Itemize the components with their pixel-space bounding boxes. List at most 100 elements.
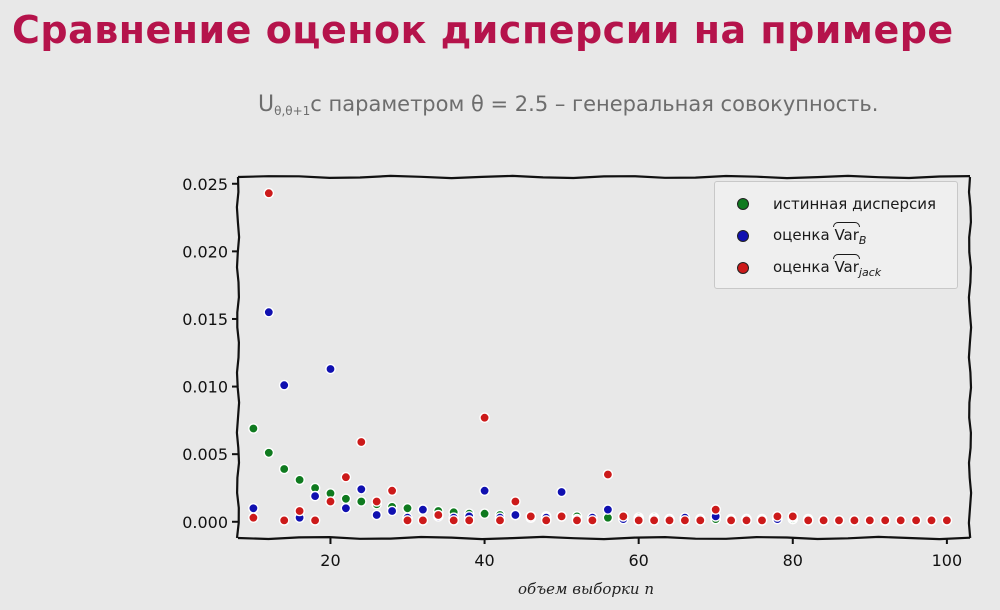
x-tick-label: 40 [474, 551, 494, 570]
x-tick-label: 80 [783, 551, 803, 570]
x-tick-label: 100 [932, 551, 963, 570]
point-var-jack [448, 515, 460, 526]
point-var-jack [802, 515, 814, 526]
point-var-jack [772, 511, 783, 522]
point-var-jack [340, 471, 352, 483]
x-axis-label: объем выборки n [518, 580, 654, 598]
point-var-jack [248, 512, 259, 524]
frame-top [237, 174, 971, 180]
point-var-jack [402, 515, 413, 526]
point-var-jack [633, 515, 645, 526]
point-var-jack [910, 515, 922, 526]
point-var-jack [941, 515, 953, 526]
point-var-jack [725, 515, 737, 526]
point-var-jack [664, 515, 675, 526]
y-tick-label: 0.005 [182, 445, 228, 464]
point-var-jack [479, 412, 490, 424]
point-var-jack [710, 504, 722, 515]
point-var-jack [571, 515, 583, 526]
subtitle-subscript: θ,θ+1 [274, 104, 311, 118]
legend-item-var-jack: оценка Varjack [737, 253, 882, 279]
y-axis-line [235, 176, 241, 539]
point-var-b [417, 504, 429, 515]
point-var-b [510, 509, 521, 521]
point-var-jack [879, 515, 891, 526]
point-var-jack [417, 515, 429, 526]
point-var-jack [587, 515, 598, 526]
legend-marker-var-jack [737, 262, 749, 274]
point-true-variance [355, 496, 367, 507]
point-true-variance [340, 493, 352, 505]
point-var-b [248, 502, 259, 514]
point-var-b [355, 483, 367, 495]
point-var-jack [540, 515, 552, 526]
legend-marker-var-b [737, 230, 749, 242]
point-var-b [371, 509, 383, 521]
point-var-b [340, 502, 352, 514]
legend-item-true-variance: истинная дисперсия [737, 194, 936, 214]
point-var-jack [386, 485, 398, 497]
point-var-jack [263, 187, 275, 199]
point-var-jack [849, 515, 860, 526]
point-true-variance [294, 474, 305, 486]
x-tick-label: 20 [320, 551, 340, 570]
point-true-variance [263, 447, 275, 459]
point-var-jack [355, 436, 367, 448]
point-var-jack [695, 515, 706, 526]
point-true-variance [248, 423, 259, 434]
y-tick-label: 0.010 [182, 378, 228, 397]
y-tick-label: 0.020 [182, 242, 228, 261]
y-tick-label: 0.015 [182, 310, 228, 329]
point-true-variance [278, 463, 290, 475]
point-var-jack [648, 515, 660, 526]
point-var-b [386, 505, 398, 517]
subtitle-text: с параметром θ = 2.5 – генеральная совок… [310, 92, 879, 116]
slide-title: Сравнение оценок дисперсии на примере [12, 8, 954, 52]
point-var-jack [818, 515, 829, 526]
point-var-jack [294, 505, 305, 517]
x-tick-label: 60 [628, 551, 648, 570]
point-var-b [556, 486, 567, 498]
point-true-variance [402, 502, 413, 514]
point-var-b [479, 485, 490, 497]
point-var-jack [756, 515, 768, 526]
point-var-jack [787, 511, 799, 522]
point-var-jack [371, 496, 383, 507]
point-true-variance [479, 508, 490, 520]
point-var-jack [494, 515, 506, 526]
point-var-jack [432, 509, 444, 521]
point-var-b [263, 306, 275, 318]
point-var-jack [926, 515, 937, 526]
point-var-jack [278, 515, 290, 526]
y-tick-label: 0.000 [182, 513, 228, 532]
point-var-b [602, 504, 614, 515]
point-var-jack [463, 515, 475, 526]
x-axis-line [237, 535, 971, 541]
point-var-jack [618, 511, 629, 522]
point-var-b [278, 379, 290, 391]
y-tick-label: 0.025 [182, 175, 228, 194]
point-var-jack [556, 511, 567, 522]
point-var-jack [679, 515, 691, 526]
point-var-b [309, 490, 321, 502]
point-var-jack [833, 515, 845, 526]
legend-label-true-variance: истинная дисперсия [773, 195, 937, 213]
legend-label-var-b: оценка VarB [773, 221, 867, 247]
subtitle-symbol: U [258, 92, 275, 117]
point-var-jack [510, 496, 521, 507]
point-var-jack [602, 469, 614, 480]
point-var-b [325, 363, 336, 375]
point-var-jack [525, 511, 537, 522]
legend-item-var-b: оценка VarB [737, 221, 867, 247]
slide-subtitle: Uθ,θ+1с параметром θ = 2.5 – генеральная… [258, 92, 878, 118]
legend-label-var-jack: оценка Varjack [773, 253, 882, 279]
chart-legend: истинная дисперсия оценка VarB оценка Va… [714, 181, 958, 289]
frame-right [967, 176, 973, 539]
point-var-jack [309, 515, 321, 526]
point-var-jack [895, 515, 907, 526]
point-var-jack [864, 515, 876, 526]
point-var-jack [741, 515, 752, 526]
legend-marker-true-variance [737, 198, 749, 210]
point-var-jack [325, 496, 336, 507]
